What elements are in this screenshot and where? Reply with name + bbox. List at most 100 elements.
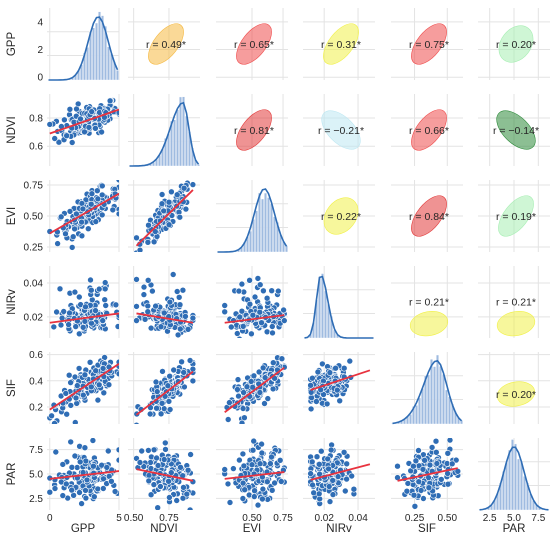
x-tick-label: 0.75 — [273, 513, 293, 524]
scatter-point — [239, 450, 247, 458]
scatter-point — [280, 317, 288, 324]
x-label-gpp: GPP — [71, 523, 96, 535]
histogram-bar — [176, 109, 179, 167]
scatter-point — [274, 287, 282, 295]
correlation-label: r = 0.84* — [409, 211, 449, 223]
scatter-point — [263, 294, 271, 302]
scatter-point — [186, 506, 194, 510]
correlation-panel-ndvi-par: r = −0.14* — [493, 110, 539, 150]
scatter-point — [261, 400, 268, 407]
scatter-point — [161, 309, 168, 317]
scatter-point — [277, 478, 285, 485]
scatter-point — [66, 106, 74, 113]
scatter-point — [341, 487, 349, 495]
scatter-point — [255, 368, 263, 376]
scatter-point — [78, 500, 85, 507]
scatter-point — [114, 323, 119, 330]
histogram-bar — [104, 25, 107, 81]
scatter-point — [82, 303, 89, 311]
scatter-point — [62, 390, 70, 397]
regression-line — [136, 468, 194, 482]
histogram-bar — [167, 133, 170, 167]
scatter-point — [239, 495, 247, 502]
scatter-point — [133, 303, 140, 310]
scatter-point — [138, 447, 145, 455]
scatter-point — [258, 319, 265, 327]
scatter-point — [133, 421, 140, 424]
scatter-point — [85, 225, 92, 232]
correlation-ellipse — [496, 381, 536, 407]
scatter-point — [71, 452, 79, 460]
regression-line — [135, 189, 194, 247]
scatter-point — [136, 459, 144, 466]
scatter-point — [412, 457, 420, 465]
correlation-ellipse — [411, 109, 447, 151]
histogram-bar — [261, 198, 264, 253]
correlation-ellipse — [148, 23, 184, 65]
scatter-point — [95, 381, 103, 389]
correlation-panel-evi-sif: r = 0.84* — [409, 195, 449, 237]
scatter-point — [94, 396, 102, 404]
scatter-point — [313, 398, 320, 405]
scatter-point — [239, 322, 247, 330]
scatter-point — [94, 195, 102, 203]
scatter-point — [179, 286, 187, 294]
scatter-point — [166, 372, 173, 380]
x-tick-label: 2.5 — [483, 513, 497, 524]
scatter-point — [176, 213, 184, 221]
scatter-point — [115, 210, 119, 218]
scatter-point — [89, 438, 97, 444]
histogram-bar — [252, 219, 255, 253]
scatter-point — [278, 355, 286, 363]
scatter-point — [103, 464, 111, 471]
scatter-point — [166, 406, 174, 413]
scatter-point — [425, 484, 433, 492]
scatter-panel-nirv-ndvi — [133, 271, 197, 338]
scatter-point — [76, 330, 83, 338]
histogram-bar — [267, 197, 270, 253]
scatter-point — [177, 325, 184, 333]
correlation-ellipse — [411, 195, 447, 237]
correlation-panel-nirv-par: r = 0.21* — [496, 297, 536, 337]
scatter-point — [307, 405, 315, 413]
scatter-point — [146, 410, 154, 418]
scatter-point — [269, 359, 277, 367]
y-tick-label: 2 — [37, 45, 43, 56]
x-label-ndvi: NDVI — [150, 523, 177, 535]
histogram-bar — [511, 439, 514, 511]
scatter-point — [446, 438, 454, 444]
scatter-point — [326, 369, 334, 376]
scatter-point — [269, 329, 276, 337]
scatter-point — [82, 457, 90, 465]
scatter-point — [246, 276, 253, 284]
scatter-point — [76, 489, 83, 496]
x-tick-label: 5.0 — [507, 513, 521, 524]
scatter-point — [340, 448, 348, 456]
regression-line — [310, 369, 371, 391]
scatter-point — [271, 479, 278, 487]
scatter-point — [189, 181, 197, 188]
scatter-point — [235, 392, 242, 400]
scatter-point — [98, 128, 105, 136]
scatter-point — [153, 454, 160, 462]
scatter-point — [259, 364, 267, 372]
scatter-point — [158, 200, 166, 207]
scatter-point — [428, 444, 436, 451]
scatter-point — [75, 365, 83, 372]
scatter-point — [187, 451, 194, 458]
histogram-bar — [185, 115, 188, 167]
x-label-par: PAR — [503, 523, 526, 535]
scatter-point — [86, 513, 92, 519]
x-tick-label: 0.02 — [314, 513, 334, 524]
scatter-point — [88, 286, 95, 294]
histogram-bar — [255, 210, 258, 253]
scatter-point — [174, 331, 182, 338]
histogram-bar — [179, 96, 182, 167]
scatter-point — [256, 460, 264, 468]
scatter-point — [150, 446, 158, 454]
scatter-point — [92, 125, 99, 132]
scatter-point — [251, 487, 258, 495]
scatter-point — [234, 330, 241, 337]
scatter-point — [78, 218, 85, 226]
scatter-point — [421, 456, 428, 464]
